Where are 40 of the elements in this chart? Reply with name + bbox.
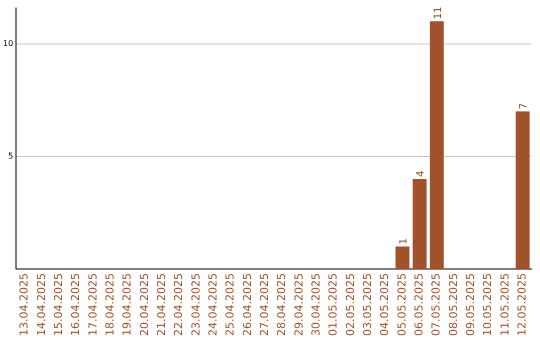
x-tick-label: 06.05.2025 [412,273,426,336]
data-label: 11 [432,6,444,20]
x-tick-label: 26.04.2025 [240,273,254,336]
x-tick-label: 28.04.2025 [275,273,288,336]
data-label: 1 [398,238,410,244]
x-tick-label: 05.05.2025 [395,273,408,336]
x-tick-label: 08.05.2025 [446,273,460,336]
bar [412,178,427,270]
x-tick-label: 16.04.2025 [69,273,82,336]
x-tick-label: 07.05.2025 [430,273,443,336]
x-tick-label: 01.05.2025 [326,273,340,336]
x-tick-label: 02.05.2025 [344,273,357,336]
x-tick-label: 12.05.2025 [516,273,529,336]
x-tick-label: 03.05.2025 [361,273,374,336]
bar [516,111,530,270]
x-tick-label: 17.04.2025 [86,273,100,336]
x-tick-label: 11.05.2025 [498,273,512,336]
data-label: 4 [416,170,427,177]
x-tick-label: 25.04.2025 [224,273,237,336]
x-tick-label: 21.04.2025 [154,273,168,336]
x-tick-label: 22.04.2025 [172,273,186,336]
x-tick-label: 18.04.2025 [103,273,116,336]
x-tick-label: 04.05.2025 [378,273,392,336]
x-tick-label: 20.04.2025 [138,273,151,336]
y-tick-label: 10 [2,38,14,48]
x-tick-label: 23.04.2025 [189,273,202,336]
y-tick-label: 5 [8,152,14,160]
bar [430,21,444,270]
x-tick-label: 24.04.2025 [206,273,220,336]
x-tick-label: 14.04.2025 [34,273,48,336]
data-label: 7 [518,103,530,110]
x-tick-label: 13.04.2025 [18,273,31,336]
x-tick-label: 09.05.2025 [464,273,478,336]
x-tick-label: 29.04.2025 [292,273,306,336]
x-tick-label: 27.04.2025 [258,273,271,336]
x-tick-label: 30.04.2025 [309,273,322,336]
x-tick-label: 15.04.2025 [52,273,65,336]
x-tick-label: 10.05.2025 [481,273,494,336]
bar [396,246,410,270]
x-tick-label: 19.04.2025 [120,273,134,336]
